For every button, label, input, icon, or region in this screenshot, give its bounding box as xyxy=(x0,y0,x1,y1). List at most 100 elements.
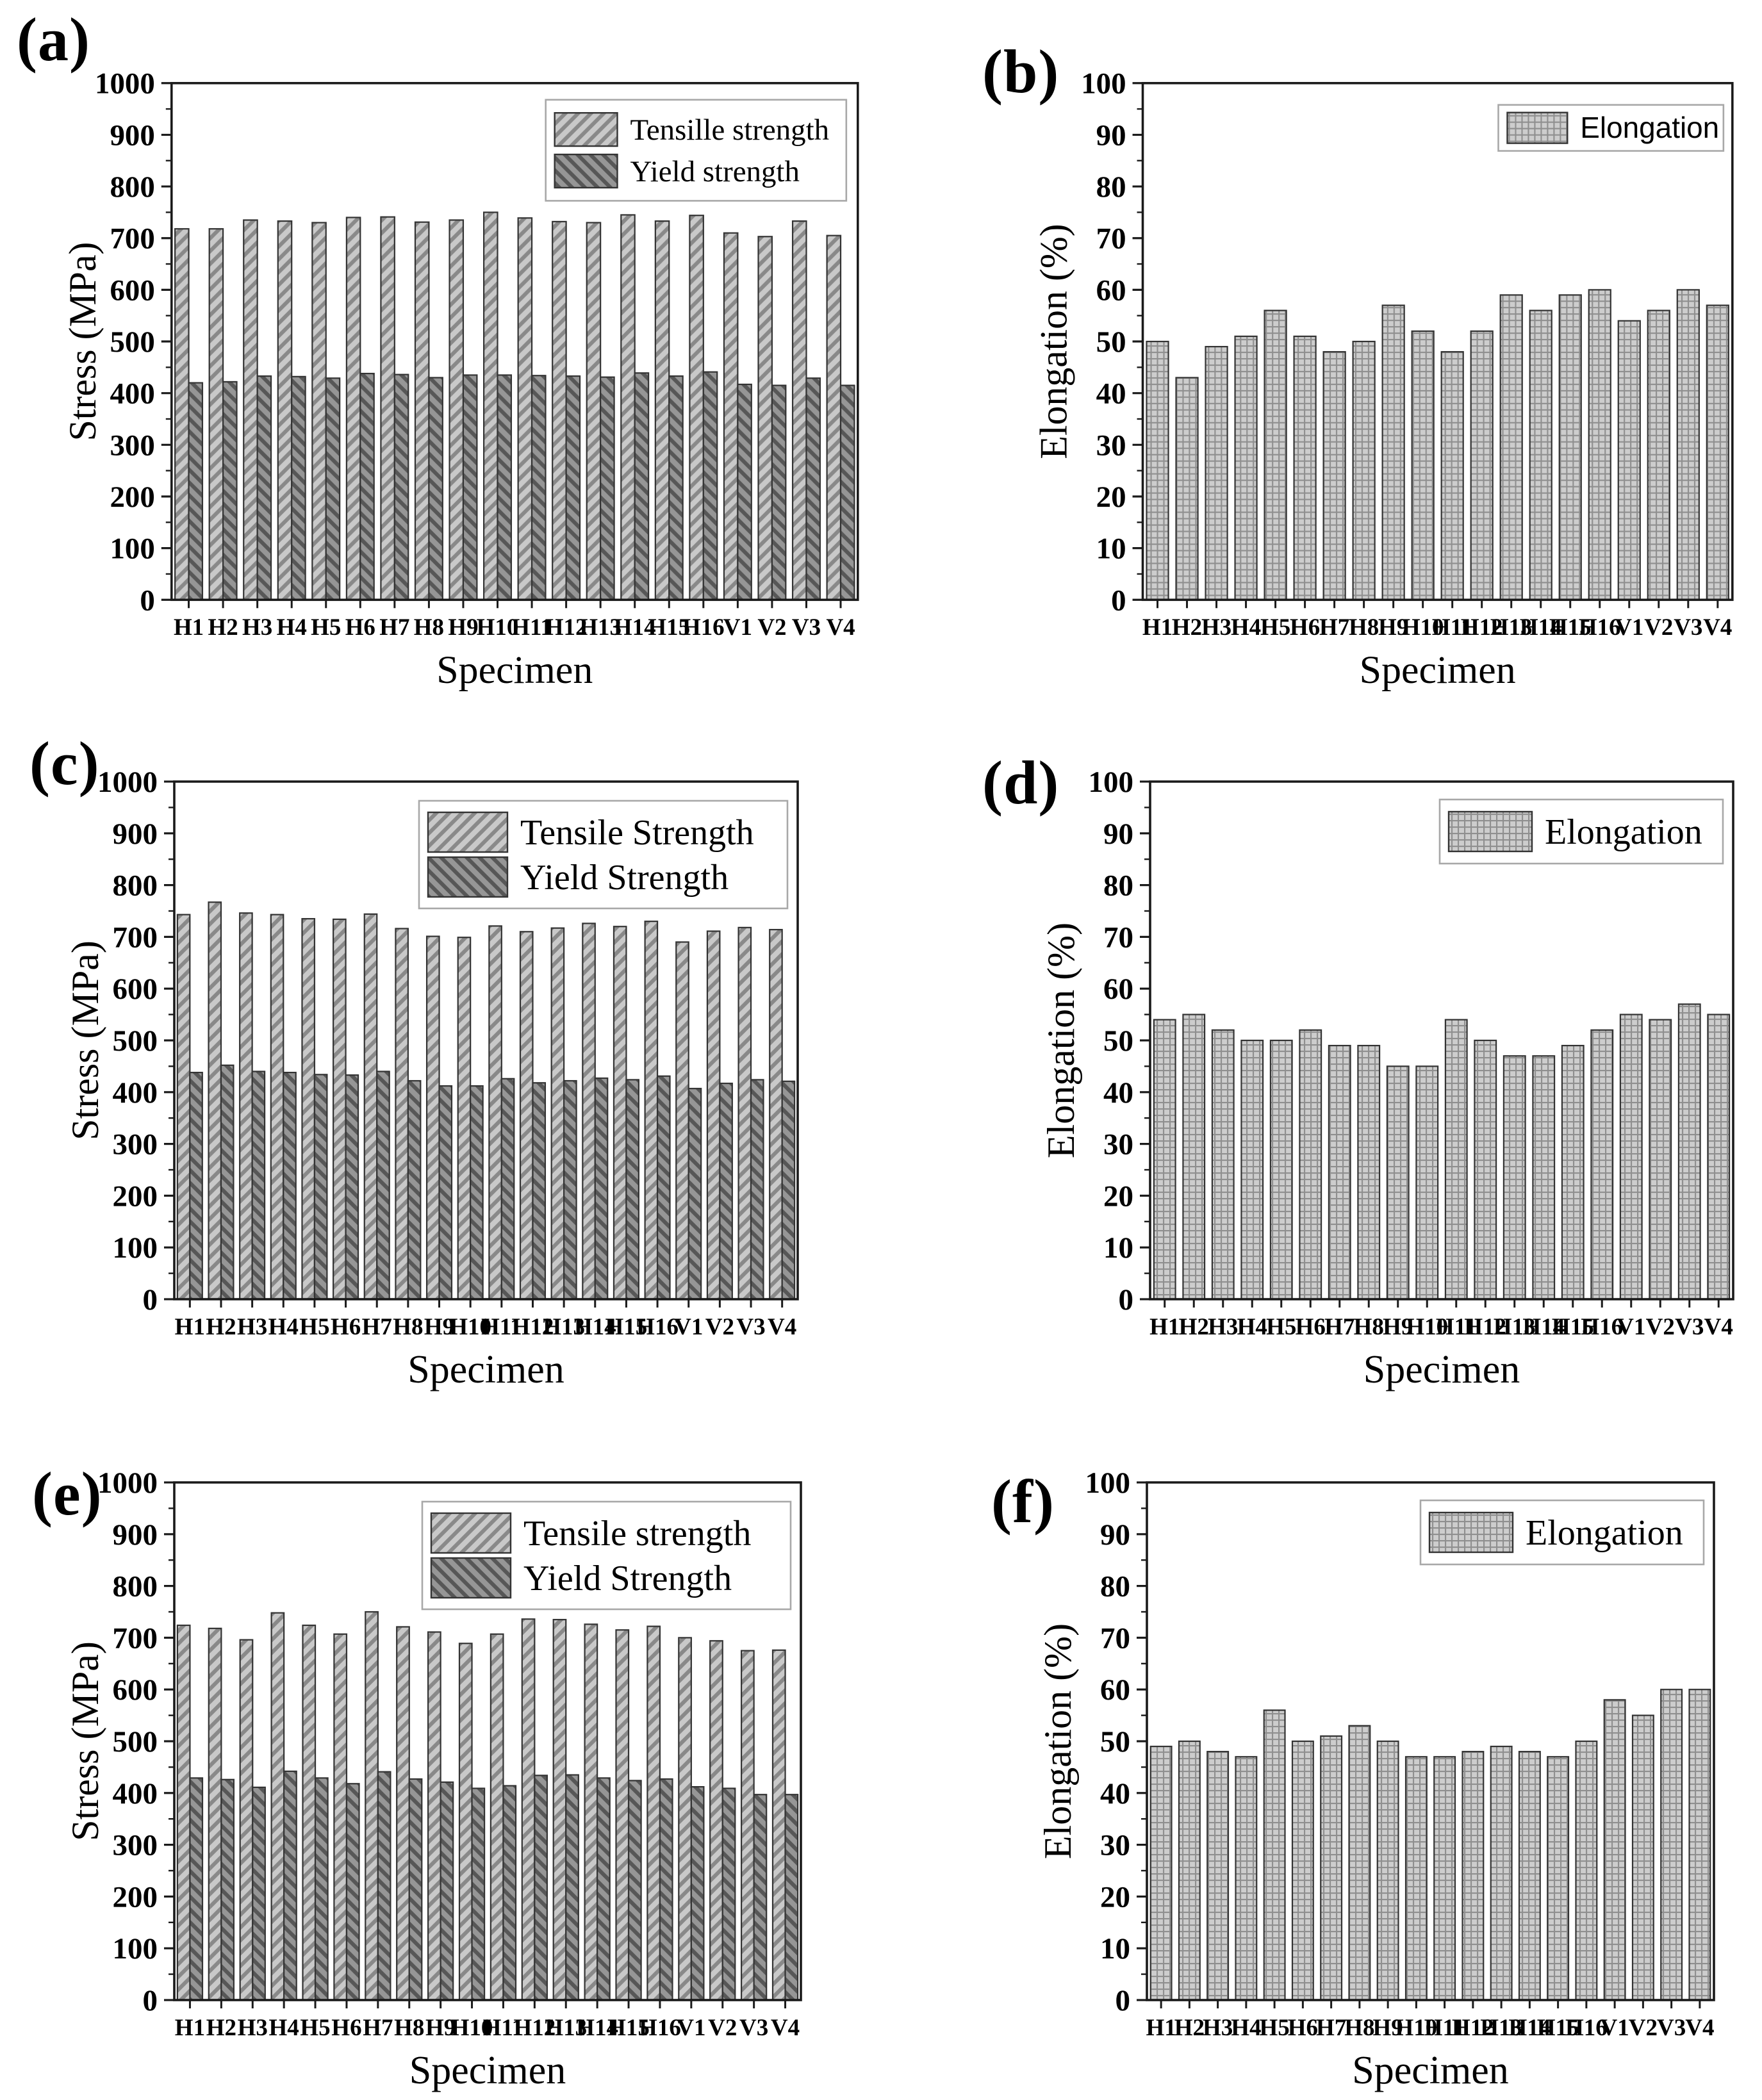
svg-text:H6: H6 xyxy=(1288,2015,1318,2041)
svg-text:H5: H5 xyxy=(300,2015,330,2041)
panel-a: (a) 0 100 200 300 400 500 600 700 800 900 1000 H1 H2… xyxy=(0,0,881,698)
svg-text:V2: V2 xyxy=(705,1314,734,1340)
svg-text:300: 300 xyxy=(110,429,154,462)
svg-text:V3: V3 xyxy=(1675,1314,1704,1340)
legend-swatch-elongation xyxy=(1447,810,1533,853)
bar-elongation-H10 xyxy=(1404,1756,1428,2001)
bar-yield-H15 xyxy=(625,1079,639,1300)
bar-elongation-H8 xyxy=(1357,1044,1381,1300)
svg-text:400: 400 xyxy=(113,1777,158,1810)
elongation-bar-chart-d: 0 10 20 30 40 50 60 70 80 90 100 H1H2H3H4H5H6H7H8H9… xyxy=(1040,766,1734,1391)
svg-text:200: 200 xyxy=(113,1880,158,1914)
bar-yield-V2 xyxy=(719,1082,733,1300)
svg-text:H13: H13 xyxy=(1480,2015,1522,2041)
svg-text:H13: H13 xyxy=(579,614,622,640)
svg-text:V3: V3 xyxy=(739,2015,768,2041)
bar-tensile-V2 xyxy=(706,930,721,1300)
bar-elongation-H16 xyxy=(1575,1740,1598,2001)
y-axis: 0 100 200 300 400 500 600 700 800 900 1000 xyxy=(97,1466,174,2017)
legend: Elongation xyxy=(1419,1499,1705,1566)
bar-yield-H5 xyxy=(313,1074,328,1300)
svg-text:H8: H8 xyxy=(1349,614,1379,640)
bar-yield-V2 xyxy=(721,1787,736,2001)
svg-text:30: 30 xyxy=(1103,1128,1133,1161)
svg-text:H10: H10 xyxy=(1402,614,1444,640)
svg-text:500: 500 xyxy=(110,325,154,359)
bar-tensile-H6 xyxy=(333,918,347,1300)
svg-text:900: 900 xyxy=(110,119,154,152)
svg-text:H5: H5 xyxy=(299,1314,329,1340)
bar-tensile-H11 xyxy=(488,925,502,1300)
svg-text:V3: V3 xyxy=(792,614,821,640)
bar-tensile-V3 xyxy=(791,220,807,601)
svg-text:H4: H4 xyxy=(1231,2015,1261,2041)
bar-elongation-H2 xyxy=(1175,377,1199,601)
y-axis: 0 100 200 300 400 500 600 700 800 900 1000 xyxy=(97,766,174,1317)
y-axis: 0 10 20 30 40 50 60 70 80 90 100 xyxy=(1085,1466,1147,2017)
panel-f: (f) 0 10 20 30 40 50 60 70 80 90 100 H1 H2 H3 H4 H5 H6 H7… xyxy=(881,1399,1762,2100)
svg-text:V4: V4 xyxy=(1704,1314,1733,1340)
svg-text:H3: H3 xyxy=(237,1314,267,1340)
svg-text:50: 50 xyxy=(1103,1024,1133,1058)
svg-text:V2: V2 xyxy=(757,614,786,640)
svg-text:80: 80 xyxy=(1096,170,1126,204)
stress-bar-chart-e: 0 100 200 300 400 500 600 700 800 900 1000 H1 H2 H3 H4… xyxy=(64,1466,802,2092)
svg-text:H3: H3 xyxy=(238,2015,268,2041)
svg-text:H16: H16 xyxy=(1565,2015,1608,2041)
bar-elongation-H4 xyxy=(1235,1756,1258,2001)
svg-text:H9: H9 xyxy=(448,614,478,640)
bar-yield-H9 xyxy=(440,1781,454,2001)
svg-text:300: 300 xyxy=(113,1128,158,1161)
bar-yield-V3 xyxy=(805,377,821,601)
bar-elongation-H12 xyxy=(1474,1039,1497,1300)
legend-swatch-elongation xyxy=(1428,1511,1514,1554)
svg-text:200: 200 xyxy=(110,480,154,514)
svg-text:V4: V4 xyxy=(768,1314,796,1340)
bar-yield-H5 xyxy=(325,377,341,601)
bar-tensile-V2 xyxy=(709,1640,723,2001)
bar-tensile-H7 xyxy=(380,216,395,601)
bar-yield-H3 xyxy=(252,1786,266,2001)
svg-text:H15: H15 xyxy=(605,1314,648,1340)
svg-text:900: 900 xyxy=(113,1518,158,1552)
bar-yield-H16 xyxy=(656,1075,671,1300)
svg-text:30: 30 xyxy=(1100,1829,1130,1862)
bar-yield-H12 xyxy=(565,375,581,601)
legend: Tensile Strength Yield Strength xyxy=(418,800,789,910)
bar-tensile-H15 xyxy=(654,220,670,601)
bar-elongation-H3 xyxy=(1205,345,1228,601)
bar-tensile-H4 xyxy=(270,914,284,1300)
svg-text:20: 20 xyxy=(1103,1179,1133,1213)
bar-yield-V1 xyxy=(737,383,752,601)
svg-text:H5: H5 xyxy=(1260,614,1290,640)
x-axis: H1H2H3H4H5H6H7H8H9H10H11H12H13H14H15H16V… xyxy=(1142,600,1732,640)
legend-label: Yield strength xyxy=(630,155,799,188)
bar-tensile-H4 xyxy=(270,1612,285,2001)
bar-yield-V1 xyxy=(688,1088,702,1300)
svg-text:H11: H11 xyxy=(1424,2015,1465,2041)
bar-yield-H10 xyxy=(497,374,513,601)
legend-swatch-tensile xyxy=(430,1512,512,1554)
bar-yield-H8 xyxy=(408,1778,423,2001)
svg-text:H7: H7 xyxy=(1319,614,1349,640)
x-axis: H1H2H3H4H5H6H7H8H9H10H11H12H13H14H15H16V… xyxy=(1146,2000,1714,2041)
bar-elongation-V2 xyxy=(1647,309,1670,601)
bar-yield-H14 xyxy=(634,372,650,601)
legend: Elongation xyxy=(1497,104,1725,152)
bar-yield-H2 xyxy=(220,1778,235,2001)
svg-text:H4: H4 xyxy=(1237,1314,1267,1340)
svg-text:H8: H8 xyxy=(1344,2015,1374,2041)
svg-text:900: 900 xyxy=(113,817,158,851)
svg-text:H13: H13 xyxy=(1494,1314,1536,1340)
svg-text:H8: H8 xyxy=(414,614,444,640)
bar-tensile-H16 xyxy=(646,1625,661,2001)
svg-text:60: 60 xyxy=(1096,274,1126,307)
bar-yield-H3 xyxy=(256,375,272,601)
svg-text:H16: H16 xyxy=(636,1314,679,1340)
bar-tensile-H12 xyxy=(521,1618,536,2001)
svg-text:H2: H2 xyxy=(208,614,238,640)
svg-text:H3: H3 xyxy=(1201,614,1231,640)
svg-text:H15: H15 xyxy=(1537,2015,1579,2041)
svg-text:H9: H9 xyxy=(1372,2015,1403,2041)
